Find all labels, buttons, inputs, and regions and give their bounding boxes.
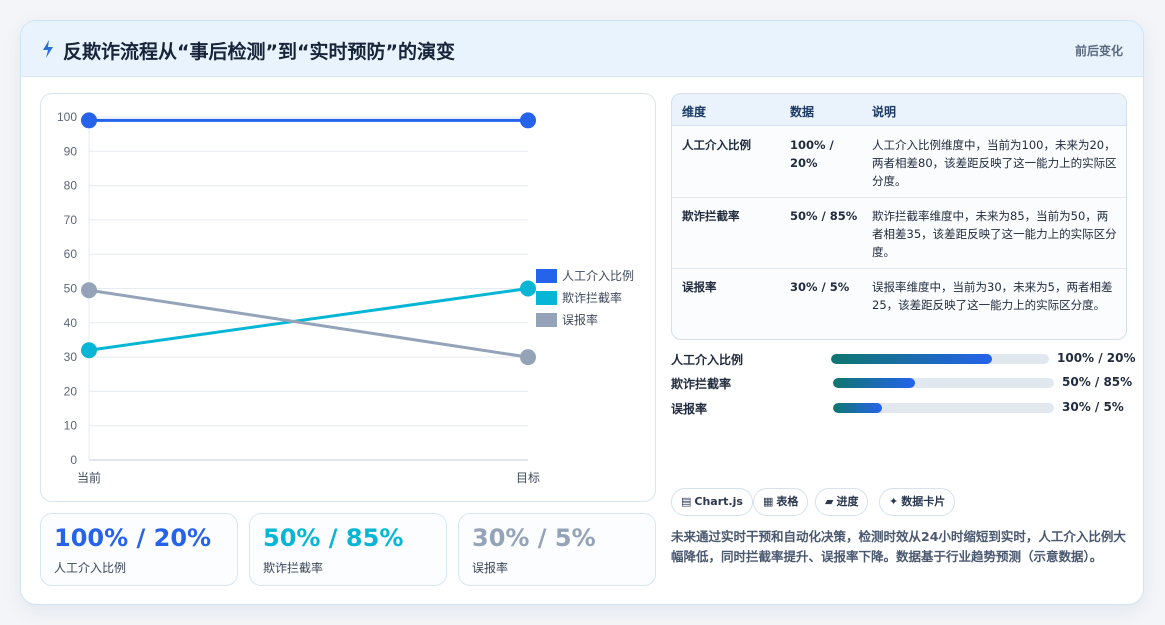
progress-value: 30% / 5%: [1062, 400, 1124, 414]
x-tick-label: 目标: [516, 471, 540, 485]
legend-swatch: [536, 291, 557, 305]
column-header: 数据: [790, 105, 815, 119]
stat-label: 误报率: [472, 561, 509, 575]
data-table: 维度 数据 说明 人工介入比例 100% / 20% 人工介入比例维度中，当前为…: [671, 93, 1127, 340]
y-tick-label: 0: [70, 453, 77, 467]
tag-table[interactable]: ▦ 表格: [753, 488, 809, 516]
legend-swatch: [536, 313, 557, 327]
progress-label: 欺诈拦截率: [671, 377, 732, 391]
column-header: 维度: [682, 105, 707, 119]
line-chart: 0 10 20 30 40 50 60 70 80 90 100 当前 目标 人工介入比例 欺诈拦截率误报率: [40, 93, 656, 502]
data-point: [520, 349, 536, 366]
y-tick-label: 50: [64, 282, 78, 296]
stat-value: 100% / 20%: [54, 524, 212, 552]
progress-icon: ▰: [825, 495, 834, 508]
tag-data-card[interactable]: ✦ 数据卡片: [879, 488, 956, 516]
lightning-icon: [43, 40, 53, 58]
tag-chartjs[interactable]: ▤ Chart.js: [671, 488, 753, 516]
chart-icon: ▤: [681, 495, 692, 508]
progress-value: 100% / 20%: [1057, 351, 1136, 365]
table-row: 人工介入比例 100% / 20% 人工介入比例维度中，当前为100，未来为20…: [672, 127, 1126, 198]
legend-label: 欺诈拦截率: [562, 290, 622, 305]
column-header: 说明: [872, 105, 897, 119]
stat-card: 30% / 5% 误报率: [458, 513, 656, 586]
card-header: 反欺诈流程从“事后检测”到“实时预防”的演变 前后变化: [21, 21, 1143, 77]
tag-label: 数据卡片: [901, 495, 946, 508]
y-tick-label: 20: [64, 384, 78, 398]
y-tick-label: 30: [64, 350, 78, 364]
progress-row: 欺诈拦截率 50% / 85%: [671, 373, 1133, 393]
y-tick-label: 100: [57, 110, 77, 124]
data-point: [81, 112, 97, 129]
tag-label: Chart.js: [694, 495, 743, 508]
legend-swatch: [536, 269, 557, 283]
data-point: [520, 280, 536, 297]
progress-track: [833, 378, 1054, 388]
y-tick-label: 90: [64, 144, 78, 158]
table-cell: 100% / 20%: [790, 138, 834, 170]
y-tick-label: 10: [64, 419, 78, 433]
y-tick-label: 40: [64, 316, 78, 330]
table-cell: 误报率: [682, 280, 717, 294]
progress-fill: [833, 378, 915, 388]
data-point: [520, 112, 536, 129]
progress-fill: [833, 403, 882, 413]
table-cell: 30% / 5%: [790, 280, 850, 294]
series-line: [88, 287, 529, 352]
table-cell: 人工介入比例: [682, 138, 751, 152]
x-tick-label: 当前: [77, 470, 101, 485]
progress-label: 误报率: [671, 402, 708, 416]
page-subtitle: 前后变化: [1074, 44, 1123, 58]
stat-value: 50% / 85%: [263, 524, 404, 552]
stat-card: 50% / 85% 欺诈拦截率: [249, 513, 447, 586]
stat-card: 100% / 20% 人工介入比例: [40, 513, 238, 586]
series-line: [88, 288, 529, 359]
table-cell: 欺诈拦截率: [682, 209, 740, 223]
stat-label: 欺诈拦截率: [263, 561, 324, 575]
legend-label: 误报率: [562, 312, 598, 327]
stat-value: 30% / 5%: [472, 524, 596, 552]
legend-label: 人工介入比例: [562, 269, 634, 283]
progress-row: 人工介入比例 100% / 20%: [671, 349, 1136, 369]
progress-row: 误报率 30% / 5%: [671, 398, 1131, 418]
stat-label: 人工介入比例: [54, 561, 127, 575]
card-icon: ✦: [889, 495, 899, 508]
progress-track: [831, 354, 1049, 364]
progress-label: 人工介入比例: [671, 353, 744, 367]
page-title: 反欺诈流程从“事后检测”到“实时预防”的演变: [63, 41, 455, 63]
y-tick-label: 70: [64, 213, 78, 227]
table-cell: 误报率维度中，当前为30，未来为5，两者相差25，该差距反映了这一能力上的实际区…: [872, 280, 1113, 312]
y-tick-label: 80: [64, 179, 78, 193]
table-cell: 50% / 85%: [790, 209, 858, 223]
table-row: 误报率 30% / 5% 误报率维度中，当前为30，未来为5，两者相差25，该差…: [672, 269, 1126, 339]
tag-label: 表格: [776, 495, 799, 508]
y-tick-label: 60: [64, 247, 78, 261]
data-point: [81, 342, 97, 359]
tag-progress[interactable]: ▰ 进度: [815, 488, 869, 516]
progress-value: 50% / 85%: [1062, 375, 1133, 389]
footnote: 未来通过实时干预和自动化决策，检测时效从24小时缩短到实时，人工介入比例大幅降低…: [671, 529, 1126, 564]
main-card: 反欺诈流程从“事后检测”到“实时预防”的演变 前后变化 0 10 20 30 40 50 6…: [20, 20, 1144, 605]
table-icon: ▦: [763, 495, 774, 508]
table-row: 欺诈拦截率 50% / 85% 欺诈拦截率维度中，未来为85，当前为50，两者相…: [672, 198, 1126, 269]
data-point: [81, 282, 97, 299]
tag-label: 进度: [836, 495, 859, 508]
table-cell: 人工介入比例维度中，当前为100，未来为20，两者相差80，该差距反映了这一能力…: [872, 138, 1117, 188]
table-header: 维度 数据 说明: [672, 94, 1126, 126]
progress-fill: [831, 354, 993, 364]
progress-track: [833, 403, 1054, 413]
table-cell: 欺诈拦截率维度中，未来为85，当前为50，两者相差35，该差距反映了这一能力上的…: [872, 209, 1117, 259]
